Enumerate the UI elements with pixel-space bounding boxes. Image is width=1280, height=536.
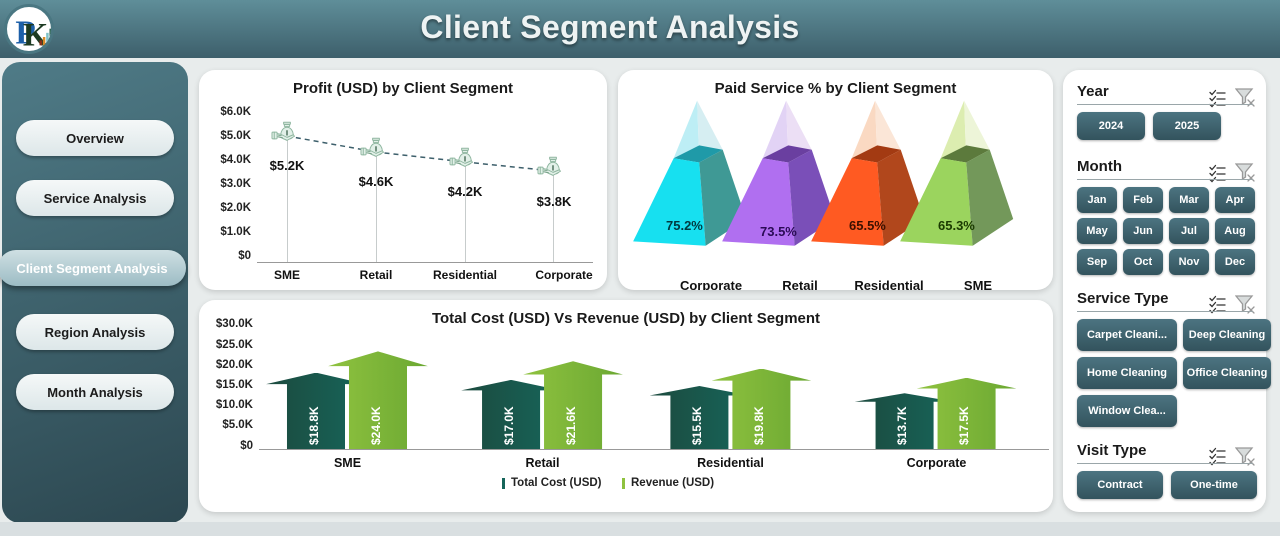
svg-text:K: K bbox=[23, 17, 49, 53]
